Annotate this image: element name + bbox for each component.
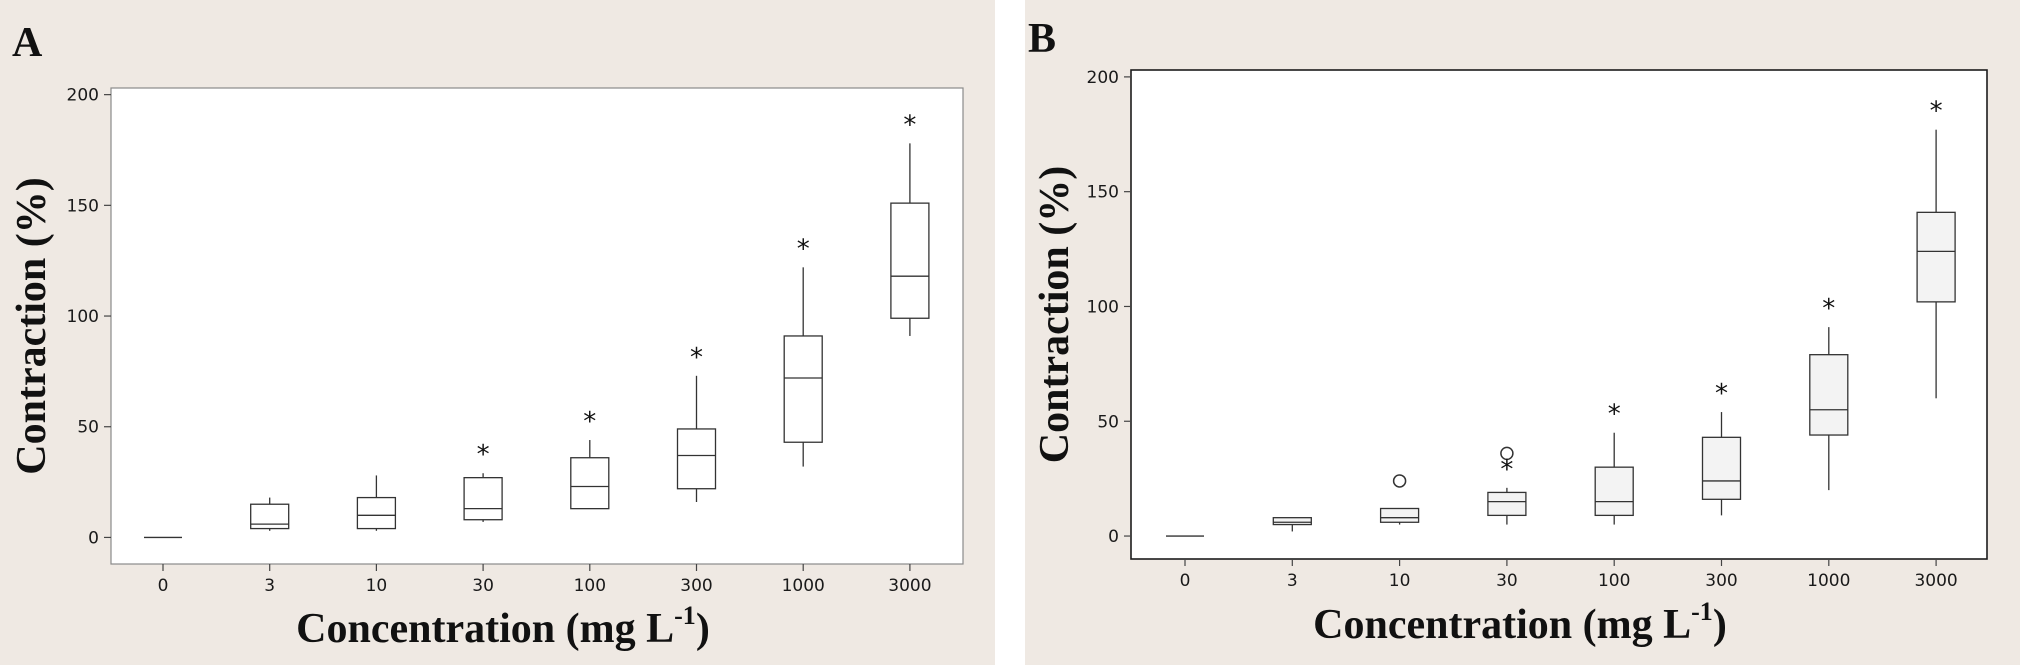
box-body — [1379, 507, 1420, 523]
significance-asterisk: * — [1608, 400, 1621, 430]
x-tick-label-3000: 3000 — [1914, 571, 1957, 591]
significance-asterisk: * — [903, 110, 916, 140]
box-body — [356, 496, 397, 530]
box-body — [250, 503, 290, 530]
box-100: * — [570, 407, 610, 510]
y-tick-label-0: 0 — [1108, 527, 1119, 547]
significance-asterisk: * — [1822, 294, 1835, 324]
box-body — [890, 202, 930, 319]
x-tick-label-10: 10 — [1389, 571, 1411, 591]
box-body — [570, 457, 610, 510]
plot-area — [1130, 69, 1988, 560]
x-tick-label-1000: 1000 — [782, 576, 825, 596]
box-3 — [1272, 517, 1312, 532]
box-body — [1701, 436, 1742, 500]
outlier-point — [1392, 474, 1407, 488]
x-tick-label-0: 0 — [1180, 571, 1191, 591]
panel-divider — [995, 0, 1025, 665]
box-body — [1272, 517, 1312, 526]
box-1000: * — [1809, 294, 1849, 491]
y-tick-label-50: 50 — [77, 418, 99, 438]
x-tick-label-300: 300 — [1705, 571, 1737, 591]
y-tick-label-100: 100 — [1087, 297, 1119, 317]
significance-asterisk: * — [477, 440, 490, 470]
significance-asterisk: * — [797, 234, 810, 264]
x-tick-label-100: 100 — [574, 576, 606, 596]
x-axis-title-superscript: -1 — [674, 601, 696, 630]
box-3000: * — [890, 110, 930, 336]
y-tick-label-100: 100 — [67, 307, 99, 327]
panel-label: B — [1028, 16, 1056, 62]
significance-asterisk: * — [1500, 455, 1513, 485]
box-body — [463, 477, 503, 521]
box-300: * — [1701, 379, 1742, 516]
y-tick-label-200: 200 — [1087, 68, 1119, 88]
y-tick-label-50: 50 — [1097, 412, 1119, 432]
panel-b: B 0 50 100 150 200 0 3 10 30 100 300 1000 3000 * * * * * Co… — [1028, 16, 1988, 648]
box-1000: * — [783, 234, 823, 467]
x-tick-label-3: 3 — [264, 576, 275, 596]
significance-asterisk: * — [690, 343, 703, 373]
y-axis-title: Contraction (%) — [1032, 166, 1078, 463]
x-axis-title-superscript: -1 — [1691, 597, 1713, 626]
significance-asterisk: * — [1930, 97, 1943, 127]
box-30: * — [1487, 446, 1527, 525]
x-axis-title: Concentration (mg L-1) — [296, 601, 710, 652]
box-body — [1487, 491, 1527, 517]
box-body — [1809, 354, 1849, 436]
x-tick-label-3000: 3000 — [888, 576, 931, 596]
y-tick-label-200: 200 — [67, 86, 99, 106]
box-30: * — [463, 440, 503, 522]
y-tick-label-0: 0 — [88, 528, 99, 548]
box-body — [676, 428, 717, 490]
significance-asterisk: * — [1715, 379, 1728, 409]
x-axis-title-main: Concentration (mg L — [1313, 602, 1691, 648]
panel-a: A 0 50 100 150 200 0 3 10 30 100 300 1000 3000 * * * * * Co… — [9, 20, 964, 652]
box-3000: * — [1916, 97, 1956, 399]
y-axis-title: Contraction (%) — [9, 177, 55, 474]
box-3 — [250, 497, 290, 531]
x-tick-label-30: 30 — [472, 576, 494, 596]
x-tick-label-0: 0 — [158, 576, 169, 596]
x-tick-label-1000: 1000 — [1807, 571, 1850, 591]
x-tick-label-10: 10 — [366, 576, 388, 596]
x-tick-label-30: 30 — [1496, 571, 1518, 591]
x-tick-label-300: 300 — [680, 576, 712, 596]
x-axis-title-suffix: ) — [696, 606, 710, 652]
box-10 — [356, 475, 397, 531]
x-axis-title-main: Concentration (mg L — [296, 606, 674, 652]
significance-asterisk: * — [583, 407, 596, 437]
y-tick-label-150: 150 — [1087, 183, 1119, 203]
box-10 — [1379, 474, 1420, 525]
x-tick-label-3: 3 — [1287, 571, 1298, 591]
box-body — [1916, 211, 1956, 303]
plot-area — [110, 87, 964, 565]
x-axis-title-suffix: ) — [1713, 602, 1727, 648]
box-300: * — [676, 343, 717, 503]
panel-label: A — [12, 20, 43, 66]
x-axis-title: Concentration (mg L-1) — [1313, 597, 1727, 648]
outlier-point — [1500, 446, 1514, 461]
box-100: * — [1594, 400, 1634, 525]
box-body — [1594, 466, 1634, 517]
x-tick-label-100: 100 — [1598, 571, 1630, 591]
y-tick-label-150: 150 — [67, 196, 99, 216]
box-body — [783, 335, 823, 443]
